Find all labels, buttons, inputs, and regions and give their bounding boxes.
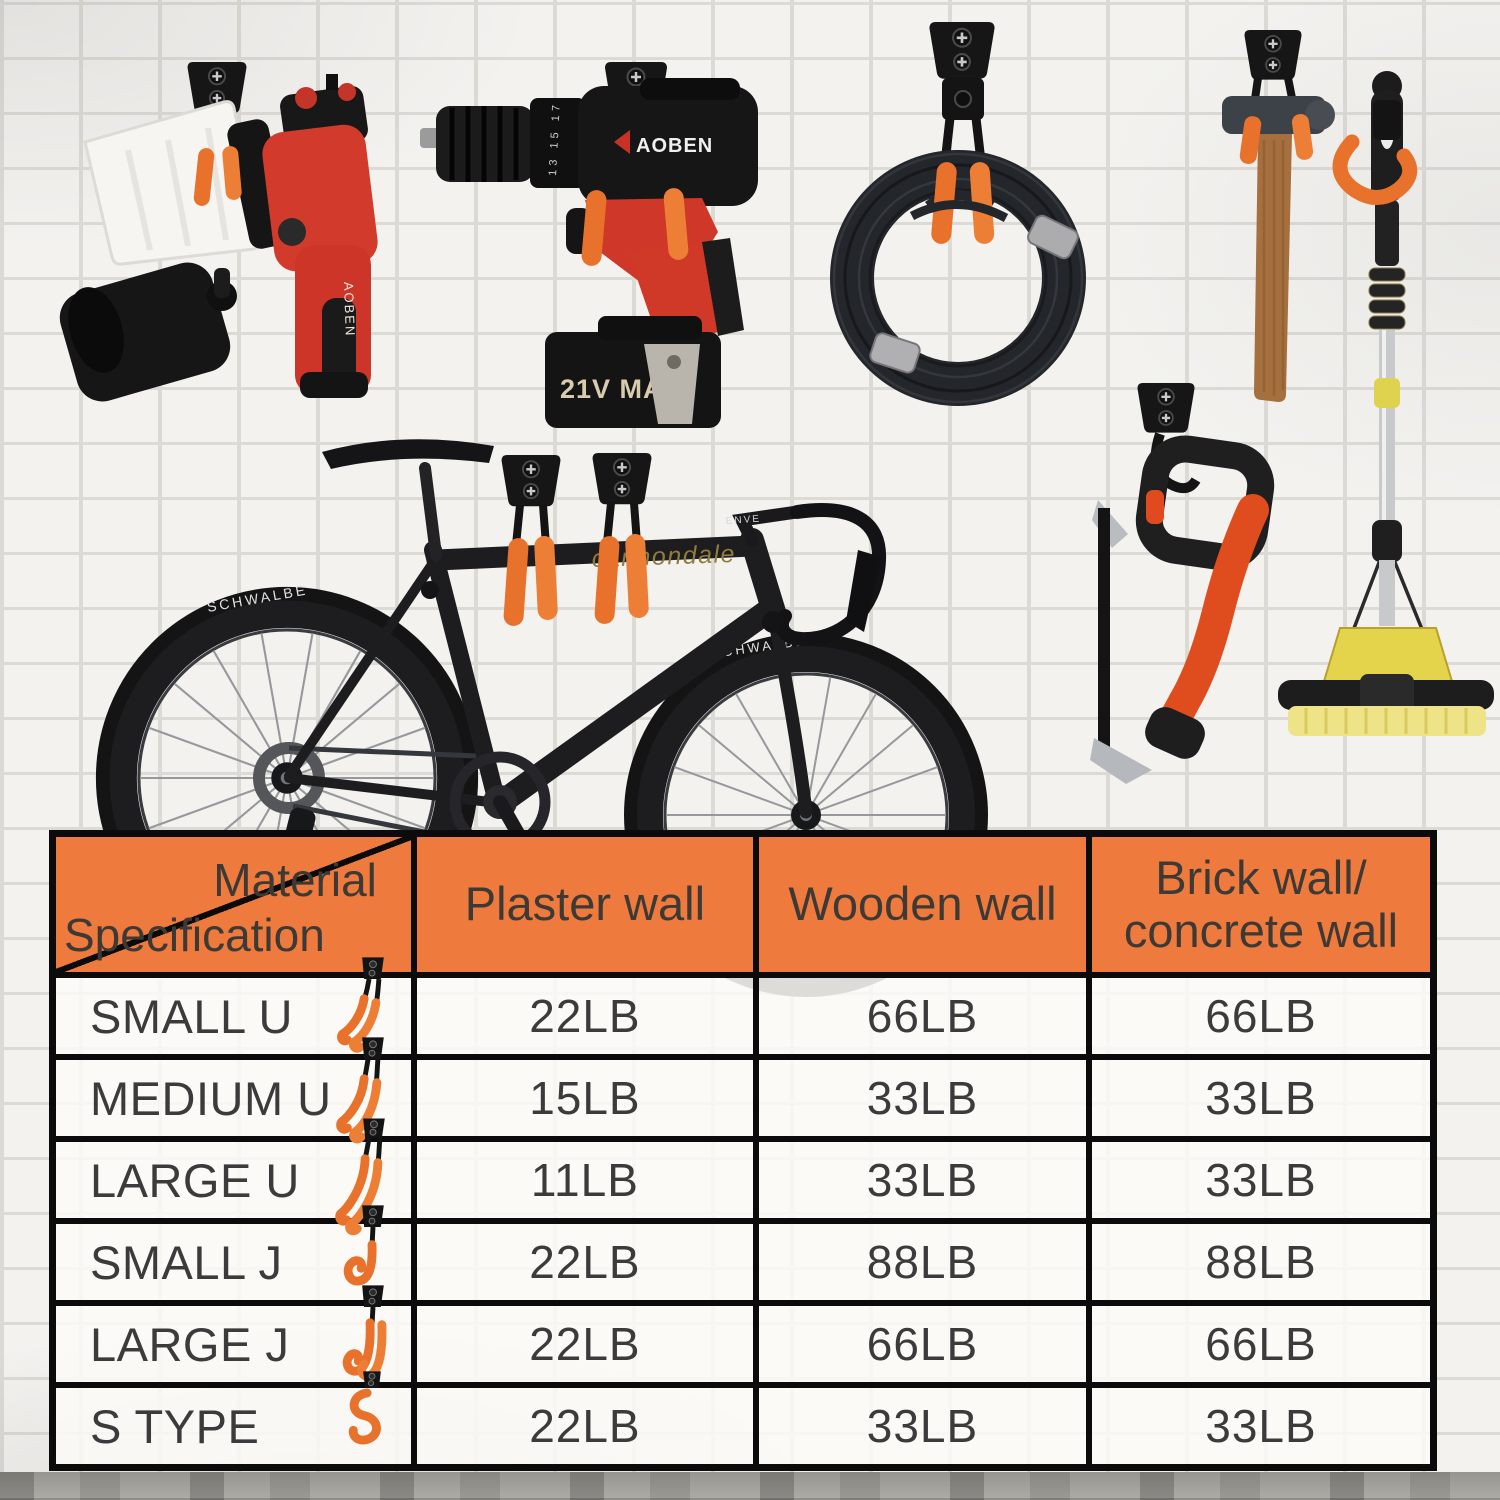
row-s-type-plaster: 22LB <box>413 1385 756 1467</box>
row-large-j-plaster: 22LB <box>413 1303 756 1385</box>
header-plaster-wall: Plaster wall <box>413 834 756 975</box>
row-small-u-brick: 66LB <box>1088 975 1433 1057</box>
cable-connector <box>1027 214 1079 260</box>
hacksaw <box>1090 435 1275 784</box>
mop-foam-rings <box>1368 267 1406 330</box>
cable-hook <box>928 20 996 173</box>
spec-label: LARGE J <box>90 1317 290 1371</box>
rear-brake <box>421 581 439 599</box>
row-medium-u-wooden: 33LB <box>755 1057 1089 1139</box>
row-s-type-spec: S TYPE <box>53 1371 414 1467</box>
stem-text: ENVE <box>725 514 761 527</box>
header-wooden-wall: Wooden wall <box>755 834 1089 975</box>
small-u-hook-icon <box>337 957 384 1053</box>
saw-frame <box>1154 494 1269 744</box>
row-small-j-wooden: 88LB <box>755 1221 1089 1303</box>
row-medium-u-plaster: 15LB <box>413 1057 756 1139</box>
row-large-j-wooden: 66LB <box>755 1303 1089 1385</box>
floor-strip <box>0 1472 1500 1500</box>
sponge-mop <box>1278 71 1494 736</box>
row-small-j-plaster: 22LB <box>413 1221 756 1303</box>
row-small-j-brick: 88LB <box>1088 1221 1433 1303</box>
row-small-j-spec: SMALL J <box>53 1205 414 1303</box>
header-brick-concrete-wall: Brick wall/ concrete wall <box>1088 834 1433 975</box>
hammer <box>1222 96 1335 402</box>
row-s-type-brick: 33LB <box>1088 1385 1433 1467</box>
drill-brand-text: AOBEN <box>636 135 713 157</box>
bike-hook-left <box>500 453 562 626</box>
s-hook <box>1332 134 1418 205</box>
spec-label: SMALL J <box>90 1235 283 1289</box>
row-medium-u-spec: MEDIUM U <box>53 1037 414 1144</box>
small-j-hook-icon <box>343 1205 384 1286</box>
large-u-hook-icon <box>335 1118 385 1236</box>
paint-sprayer: AOBEN <box>59 74 378 402</box>
corner-specification-label: Specification <box>64 909 325 961</box>
collar-marks: 13 15 17 <box>547 101 563 176</box>
sprayer-brand-text: AOBEN <box>341 282 358 338</box>
wringer-clamp <box>1372 520 1402 562</box>
spec-label: S TYPE <box>90 1399 260 1453</box>
row-large-u-plaster: 11LB <box>413 1139 756 1221</box>
front-brake <box>762 611 784 633</box>
row-small-u-plaster: 22LB <box>413 975 756 1057</box>
spec-label: LARGE U <box>90 1153 300 1207</box>
corner-header-cell: Material Specification <box>53 834 414 975</box>
row-small-u-wooden: 66LB <box>755 975 1089 1057</box>
row-s-type-wooden: 33LB <box>755 1385 1089 1467</box>
large-j-hook-icon <box>342 1285 387 1381</box>
spec-table: Material Specification Plaster wall Wood… <box>49 830 1437 1471</box>
telescopic-collar <box>1374 378 1400 408</box>
row-large-u-wooden: 33LB <box>755 1139 1089 1221</box>
row-large-u-brick: 33LB <box>1088 1139 1433 1221</box>
cable-coil <box>830 150 1086 406</box>
row-medium-u-brick: 33LB <box>1088 1057 1433 1139</box>
spec-label: MEDIUM U <box>90 1071 332 1125</box>
saw-corner-bottom <box>1090 738 1152 784</box>
row-large-j-spec: LARGE J <box>53 1285 414 1385</box>
belt-clip <box>644 344 700 424</box>
s-type-hook-icon <box>348 1371 381 1445</box>
row-large-u-spec: LARGE U <box>53 1118 414 1236</box>
saddle <box>322 439 494 469</box>
drill-body <box>578 86 758 206</box>
cable-connector-2 <box>869 332 921 374</box>
bicycle: SCHWALBE SCHWALBE <box>105 439 979 988</box>
spec-label: SMALL U <box>90 989 293 1043</box>
power-drill: 13 15 17 AOBEN 21V MAX <box>420 78 758 428</box>
saw-blade <box>1098 508 1110 756</box>
mop-pole <box>1379 330 1395 520</box>
row-small-u-spec: SMALL U <box>53 957 414 1057</box>
brake-lever <box>846 550 881 632</box>
corner-material-label: Material <box>213 854 377 906</box>
torque-collar <box>530 98 586 188</box>
medium-u-hook-icon <box>336 1037 384 1144</box>
bike-hook-right <box>591 451 653 624</box>
row-large-j-brick: 66LB <box>1088 1303 1433 1385</box>
